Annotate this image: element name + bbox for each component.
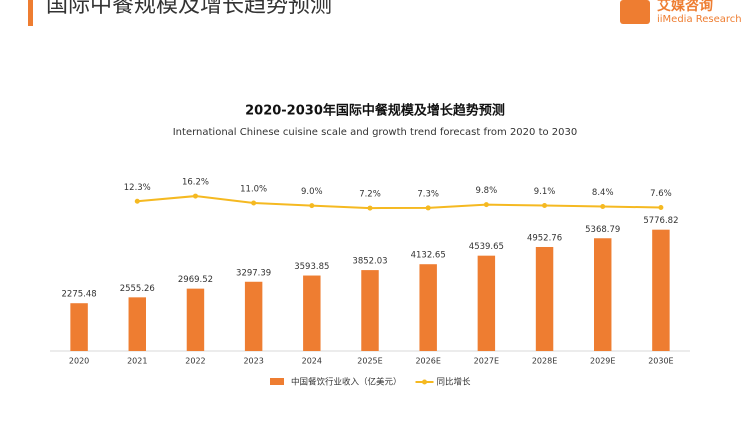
line-point <box>542 203 548 209</box>
data-label: 9.0% <box>301 187 323 197</box>
x-tick-label: 2027E <box>474 357 499 366</box>
x-tick-label: 2025E <box>357 357 382 366</box>
line-point <box>367 205 373 211</box>
bar <box>186 288 205 351</box>
data-label: 12.3% <box>124 183 151 193</box>
legend-swatch <box>422 379 428 385</box>
data-label: 4132.65 <box>411 251 446 261</box>
data-label: 2555.26 <box>120 284 155 294</box>
data-label: 2969.52 <box>178 275 213 285</box>
line-point <box>251 200 257 206</box>
data-label: 5368.79 <box>585 225 620 235</box>
bar <box>419 264 437 351</box>
x-tick-label: 2026E <box>415 357 440 366</box>
bar <box>70 303 88 351</box>
data-label: 3297.39 <box>236 268 271 278</box>
data-label: 7.3% <box>417 189 439 199</box>
data-label: 11.0% <box>240 185 267 195</box>
x-tick-label: 2029E <box>590 357 615 366</box>
x-tick-label: 2021 <box>127 357 147 366</box>
line <box>137 195 661 210</box>
chart-subtitle: International Chinese cuisine scale and … <box>173 127 578 138</box>
x-tick-label: 2020 <box>69 357 89 366</box>
logo-name: 艾媒咨询 <box>657 0 713 14</box>
bar <box>244 281 263 351</box>
header-title: 国际中餐规模及增长趋势预测 <box>46 0 332 18</box>
x-tick-label: 2028E <box>532 357 557 366</box>
line-point <box>658 205 664 211</box>
x-tick-label: 2022 <box>185 357 205 366</box>
bar <box>535 246 554 351</box>
bar <box>477 255 496 351</box>
data-label: 7.2% <box>359 190 381 200</box>
bar <box>128 297 146 351</box>
data-label: 8.4% <box>592 188 614 198</box>
line-point <box>600 203 606 209</box>
data-label: 3852.03 <box>352 257 387 267</box>
x-tick-label: 2024 <box>302 357 322 366</box>
bar <box>652 229 670 351</box>
data-label: 3593.85 <box>294 262 329 272</box>
data-label: 2275.48 <box>62 290 97 300</box>
logo-sub: iiMedia Research <box>657 14 742 25</box>
chart-title: 2020-2030年国际中餐规模及增长趋势预测 <box>245 103 505 119</box>
line-point <box>483 202 489 208</box>
header-accent <box>28 0 33 26</box>
legend-label: 中国餐饮行业收入（亿美元） <box>291 377 402 388</box>
line-point <box>425 205 431 211</box>
data-label: 4952.76 <box>527 233 562 243</box>
legend-swatch <box>270 378 284 385</box>
x-tick-label: 2023 <box>243 357 263 366</box>
data-label: 16.2% <box>182 178 209 188</box>
bar <box>303 275 321 351</box>
line-point <box>309 203 315 209</box>
bar <box>361 270 379 351</box>
data-label: 4539.65 <box>469 242 504 252</box>
data-label: 9.8% <box>476 186 498 196</box>
logo-icon <box>620 0 650 24</box>
x-tick-label: 2030E <box>648 357 673 366</box>
legend-label: 同比增长 <box>437 377 472 388</box>
bar <box>594 238 612 351</box>
data-label: 7.6% <box>650 189 672 199</box>
data-label: 5776.82 <box>643 216 678 226</box>
data-label: 9.1% <box>534 187 556 197</box>
line-point <box>134 198 140 204</box>
line-point <box>192 193 198 199</box>
